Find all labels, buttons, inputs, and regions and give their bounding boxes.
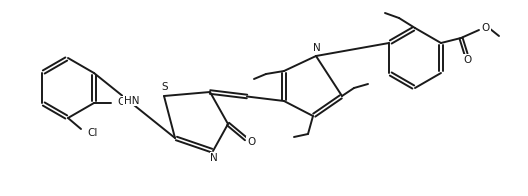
Text: S: S (162, 82, 168, 92)
Text: N: N (313, 43, 321, 53)
Text: Cl: Cl (117, 97, 127, 107)
Text: HN: HN (124, 95, 139, 105)
Text: N: N (210, 153, 218, 163)
Text: O: O (247, 137, 255, 147)
Text: O: O (482, 23, 490, 33)
Text: O: O (464, 55, 472, 65)
Text: Cl: Cl (87, 128, 97, 138)
